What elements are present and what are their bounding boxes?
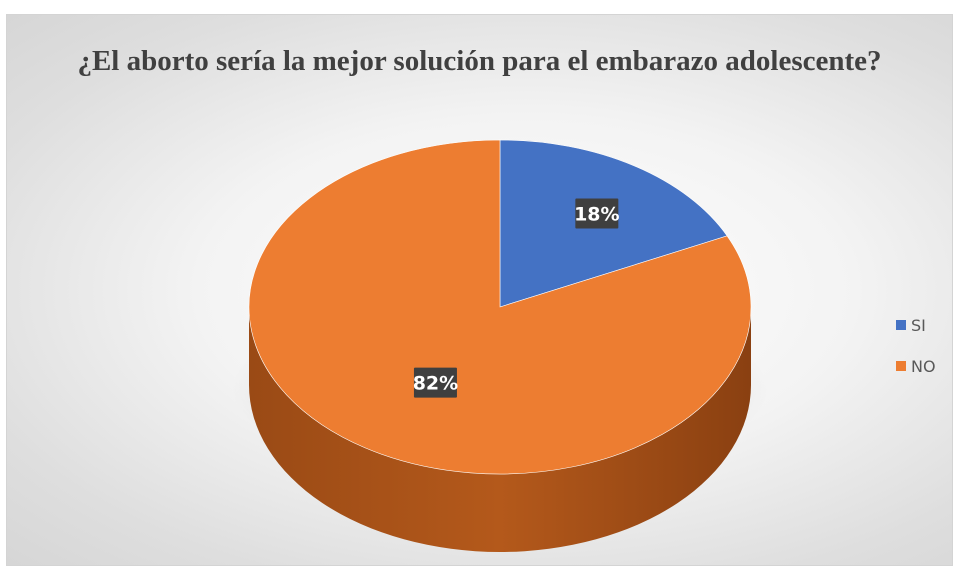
legend-item-no: NO [896,355,936,377]
pie-slice-no [248,139,752,475]
legend: SI NO [896,314,936,396]
chart-title: ¿El aborto sería la mejor solución para … [77,45,882,77]
legend-label-no: NO [911,356,936,376]
legend-label-si: SI [911,315,926,335]
legend-swatch-si [896,320,906,330]
data-label-no: 82% [413,373,458,395]
legend-swatch-no [896,361,906,371]
pie-side-wall [249,307,751,552]
legend-item-si: SI [896,314,936,336]
data-label-box-si [575,198,619,229]
data-label-si: 18% [574,203,619,225]
data-label-box-no [413,367,457,398]
